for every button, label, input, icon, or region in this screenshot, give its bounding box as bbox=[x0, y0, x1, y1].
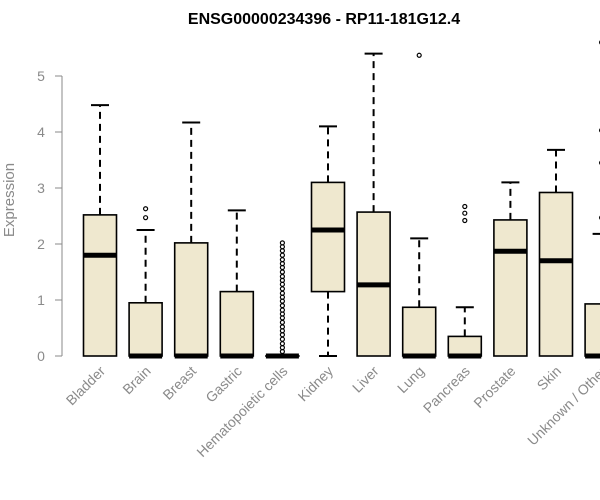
x-category-label: Gastric bbox=[202, 363, 245, 406]
box-hematopoietic-cells bbox=[265, 240, 300, 359]
y-tick-label: 4 bbox=[37, 124, 45, 140]
box-skin bbox=[538, 148, 574, 357]
x-category-label: Prostate bbox=[470, 363, 518, 411]
outlier-point bbox=[279, 269, 285, 275]
x-category-label: Skin bbox=[534, 363, 565, 394]
x-category-label: Hematopoietic cells bbox=[193, 363, 290, 460]
boxes-group bbox=[82, 40, 600, 359]
box-iqr bbox=[82, 214, 118, 357]
box-iqr bbox=[584, 303, 600, 357]
box-brain bbox=[128, 206, 163, 359]
x-category-label: Liver bbox=[349, 363, 382, 396]
outlier-point bbox=[279, 240, 285, 246]
x-category-label: Bladder bbox=[63, 363, 109, 409]
x-category-label: Pancreas bbox=[420, 363, 473, 416]
box-iqr bbox=[447, 335, 483, 357]
outlier-point bbox=[279, 286, 285, 292]
box-bladder bbox=[82, 104, 118, 357]
y-tick-label: 5 bbox=[37, 68, 45, 84]
box-iqr bbox=[401, 306, 437, 357]
x-category-label: Kidney bbox=[295, 363, 337, 405]
box-gastric bbox=[219, 209, 255, 359]
outlier-point bbox=[279, 252, 285, 258]
outlier-point bbox=[279, 336, 285, 342]
box-unknown-other bbox=[584, 40, 600, 359]
x-category-label: Brain bbox=[119, 363, 153, 397]
x-category-label: Lung bbox=[394, 363, 427, 396]
box-pancreas bbox=[447, 203, 483, 359]
box-iqr bbox=[219, 290, 255, 357]
outlier-point bbox=[416, 52, 422, 58]
box-breast bbox=[173, 121, 209, 359]
x-category-label: Breast bbox=[159, 363, 199, 403]
box-iqr bbox=[538, 191, 574, 357]
outlier-point bbox=[143, 215, 149, 221]
y-tick-label: 3 bbox=[37, 180, 45, 196]
box-liver bbox=[356, 52, 391, 357]
box-lung bbox=[401, 52, 437, 359]
outlier-point bbox=[143, 206, 149, 212]
y-tick-label: 0 bbox=[37, 348, 45, 364]
box-iqr bbox=[310, 181, 346, 293]
box-iqr bbox=[173, 242, 209, 357]
box-prostate bbox=[493, 181, 528, 357]
outlier-point bbox=[462, 210, 468, 216]
box-iqr bbox=[128, 301, 163, 357]
y-tick-label: 2 bbox=[37, 236, 45, 252]
outlier-point bbox=[462, 203, 468, 210]
outlier-point bbox=[462, 217, 468, 224]
outlier-point bbox=[279, 303, 285, 309]
y-axis-label: Expression bbox=[1, 163, 18, 237]
box-iqr bbox=[493, 219, 528, 357]
chart-title: ENSG00000234396 - RP11-181G12.4 bbox=[188, 11, 460, 28]
outlier-point bbox=[279, 319, 285, 325]
y-axis: 0 1 2 3 4 5 bbox=[37, 68, 63, 364]
y-tick-label: 1 bbox=[37, 292, 45, 308]
box-kidney bbox=[310, 125, 346, 357]
